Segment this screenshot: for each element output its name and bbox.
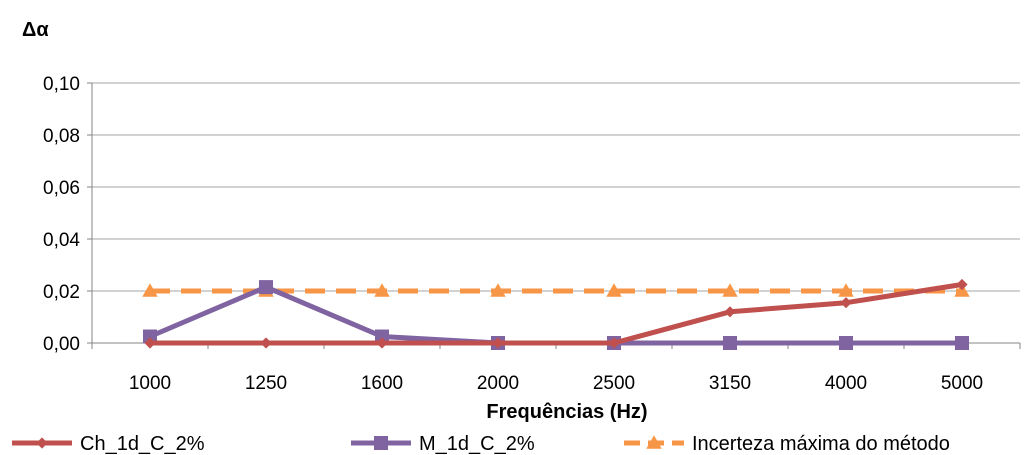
data-point [142,283,158,297]
data-point [376,337,388,349]
data-point [722,283,738,297]
axes [87,82,1021,349]
legend: Ch_1d_C_2% M_1d_C_2% Incerteza máxima do m… [12,433,950,455]
data-point [143,329,157,344]
y-tick-label: 0,00 [43,334,80,355]
legend-label: M_1d_C_2% [419,433,535,455]
data-point [375,329,389,344]
legend-label: Incerteza máxima do método [692,433,950,455]
grid-lines [92,82,1020,292]
x-tick-label: 4000 [825,373,867,394]
x-axis-label: Frequências (Hz) [486,401,647,423]
data-point [840,297,852,309]
y-tick-labels: 0,00 0,02 0,04 0,06 0,08 0,10 [43,74,80,355]
data-point [723,336,737,350]
x-tick-label: 1250 [245,373,287,394]
data-point [144,337,156,349]
x-tick-label: 2500 [593,373,635,394]
y-tick-label: 0,04 [43,230,80,251]
data-point [606,283,622,297]
y-tick-label: 0,02 [43,282,80,303]
data-point [724,306,736,318]
x-tick-labels: 1000 1250 1600 2000 2500 3150 4000 5000 [129,373,983,394]
data-point [490,283,506,297]
y-tick-label: 0,08 [43,126,80,147]
data-point [956,278,968,291]
legend-swatch-marker [36,437,48,449]
x-tick-label: 3150 [709,373,751,394]
x-tick-label: 5000 [941,373,983,394]
data-point [955,336,969,350]
series [142,278,970,350]
x-tick-label: 1600 [361,373,403,394]
y-tick-label: 0,10 [43,74,80,95]
data-point [374,283,390,297]
data-point [839,336,853,350]
legend-swatch-marker [646,435,662,449]
legend-label: Ch_1d_C_2% [80,433,205,455]
data-point [608,337,620,349]
legend-swatch-marker [374,436,388,450]
series-line-1 [150,282,963,346]
data-point [259,280,273,295]
data-point [260,337,272,349]
x-tick-label: 2000 [477,373,519,394]
data-point [492,337,504,349]
x-tick-label: 1000 [129,373,171,394]
y-tick-label: 0,06 [43,178,80,199]
y-axis-label: Δα [22,19,49,41]
data-point [838,283,854,297]
